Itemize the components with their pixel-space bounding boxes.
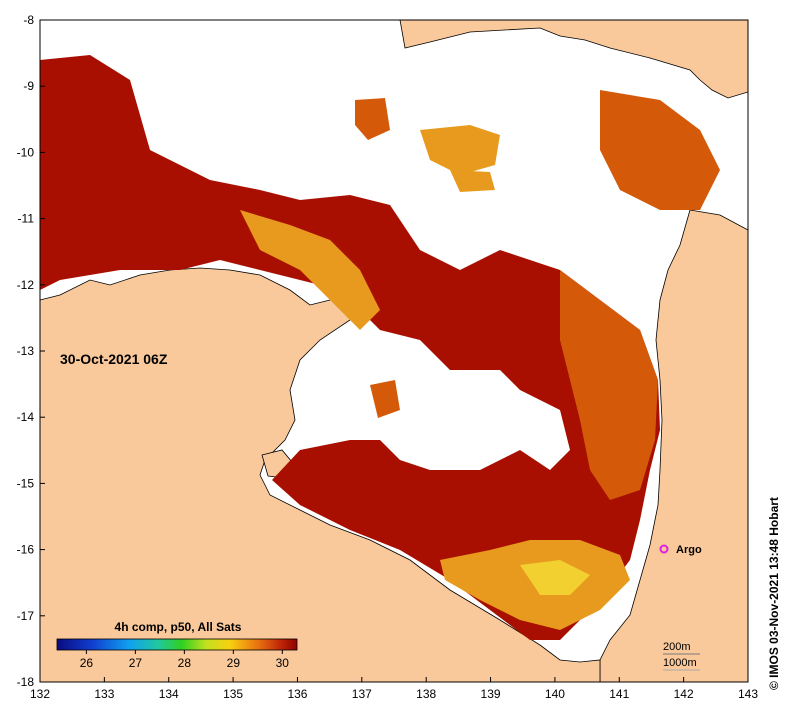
sst-gulf-south-low xyxy=(520,560,590,595)
colorbar-tick-label: 30 xyxy=(276,656,290,670)
lat-tick-label: -16 xyxy=(17,543,35,557)
lat-tick-label: -11 xyxy=(18,212,35,226)
lon-tick-label: 134 xyxy=(159,687,179,701)
lat-tick-label: -13 xyxy=(17,344,35,358)
lat-tick-label: -14 xyxy=(17,410,35,424)
lon-tick-label: 132 xyxy=(30,687,50,701)
lon-tick-label: 137 xyxy=(352,687,372,701)
date-label: 30-Oct-2021 06Z xyxy=(60,351,168,367)
colorbar-title: 4h comp, p50, All Sats xyxy=(115,620,242,634)
argo-float-marker xyxy=(659,544,669,554)
lat-tick-label: -10 xyxy=(17,145,35,159)
latitude-axis: -8 -9 -10 -11 -12 -13 -14 -15 -16 -17 -18 xyxy=(17,13,45,689)
sst-arafura-west xyxy=(40,55,660,640)
lat-tick-label: -15 xyxy=(17,476,35,490)
lon-tick-label: 139 xyxy=(481,687,501,701)
sst-strait-warm xyxy=(600,90,720,210)
lon-tick-label: 135 xyxy=(223,687,243,701)
sst-small-3 xyxy=(370,380,400,418)
sst-field xyxy=(40,55,720,640)
sst-small-2 xyxy=(450,170,495,192)
sst-small-1 xyxy=(355,98,390,140)
colorbar-tick-label: 26 xyxy=(80,656,94,670)
lat-tick-label: -18 xyxy=(17,675,35,689)
land-new-guinea xyxy=(399,19,749,99)
lon-tick-label: 141 xyxy=(609,687,629,701)
lat-tick-label: -17 xyxy=(17,609,35,623)
colorbar-tick-label: 29 xyxy=(227,656,241,670)
argo-label: Argo xyxy=(676,544,702,556)
depth-contour-1000m-label: 1000m xyxy=(663,657,697,669)
lon-tick-label: 140 xyxy=(545,687,565,701)
lon-tick-label: 133 xyxy=(94,687,114,701)
colorbar xyxy=(56,638,298,651)
lon-tick-label: 142 xyxy=(674,687,694,701)
colorbar-tick-label: 27 xyxy=(129,656,143,670)
sst-north-patch xyxy=(420,125,500,175)
lon-tick-label: 138 xyxy=(416,687,436,701)
credit-text: © IMOS 03-Nov-2021 13:48 Hobart xyxy=(767,497,781,690)
depth-contour-200m-label: 200m xyxy=(663,641,691,653)
sst-west-mid xyxy=(240,210,380,330)
colorbar-ticks: 26 27 28 29 30 xyxy=(80,650,290,670)
lat-tick-label: -12 xyxy=(17,278,35,292)
land-arnhem xyxy=(39,267,601,683)
longitude-axis: 132 133 134 135 136 137 138 139 140 141 142 143 xyxy=(30,677,758,701)
sst-gulf-warm xyxy=(560,270,658,500)
lat-tick-label: -9 xyxy=(23,79,34,93)
lon-tick-label: 136 xyxy=(287,687,307,701)
colorbar-tick-label: 28 xyxy=(178,656,192,670)
lat-tick-label: -8 xyxy=(23,13,34,27)
lon-tick-label: 143 xyxy=(738,687,758,701)
